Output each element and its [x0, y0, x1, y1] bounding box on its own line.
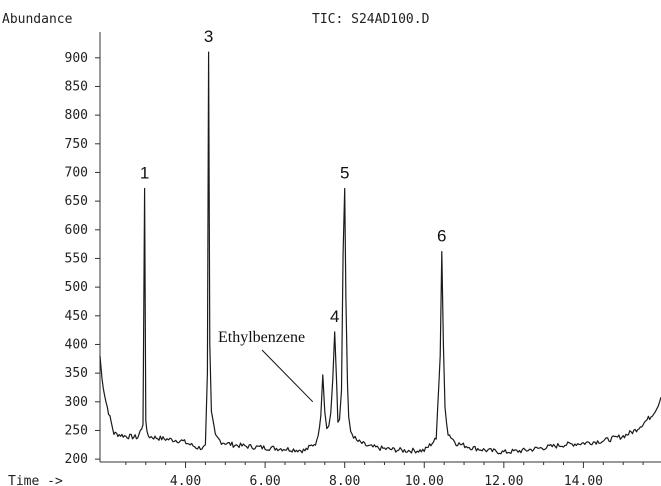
ethylbenzene-annotation: Ethylbenzene — [218, 329, 314, 403]
y-tick-label: 300 — [65, 395, 88, 410]
x-tick-label: 10.00 — [405, 474, 444, 486]
y-tick-label: 200 — [65, 452, 88, 467]
peak-label: 1 — [140, 164, 149, 183]
y-tick-label: 600 — [65, 223, 88, 238]
y-tick-label: 800 — [65, 108, 88, 123]
y-tick-label: 550 — [65, 251, 88, 266]
annotation-pointer — [261, 349, 314, 403]
y-tick-label: 850 — [65, 79, 88, 94]
x-tick-label: 4.00 — [170, 474, 201, 486]
y-tick-label: 350 — [65, 366, 88, 381]
x-ticks: 4.00 6.00 8.00 10.00 12.00 14.00 — [125, 462, 644, 486]
x-axis-label: Time -> — [8, 474, 63, 486]
tic-trace — [99, 51, 661, 455]
annotation-label: Ethylbenzene — [218, 329, 305, 346]
y-tick-label: 450 — [65, 309, 88, 324]
y-ticks: 900 850 800 750 700 650 600 550 500 450 400 350 300 2… — [65, 51, 100, 467]
chart-title: TIC: S24AD100.D — [312, 12, 430, 27]
peak-label: 4 — [330, 307, 339, 326]
y-tick-label: 700 — [65, 165, 88, 180]
x-tick-label: 8.00 — [329, 474, 360, 486]
y-tick-label: 400 — [65, 337, 88, 352]
peak-label: 3 — [204, 27, 213, 46]
peak-labels: 1 3 4 5 6 — [140, 27, 447, 326]
y-axis-label: Abundance — [2, 12, 73, 27]
y-tick-label: 750 — [65, 137, 88, 152]
y-tick-label: 500 — [65, 280, 88, 295]
x-tick-label: 14.00 — [564, 474, 603, 486]
peak-label: 6 — [437, 227, 446, 246]
y-tick-label: 900 — [65, 51, 88, 66]
y-tick-label: 250 — [65, 423, 88, 438]
peak-label: 5 — [340, 164, 349, 183]
x-tick-label: 12.00 — [484, 474, 523, 486]
y-tick-label: 650 — [65, 194, 88, 209]
x-tick-label: 6.00 — [249, 474, 280, 486]
